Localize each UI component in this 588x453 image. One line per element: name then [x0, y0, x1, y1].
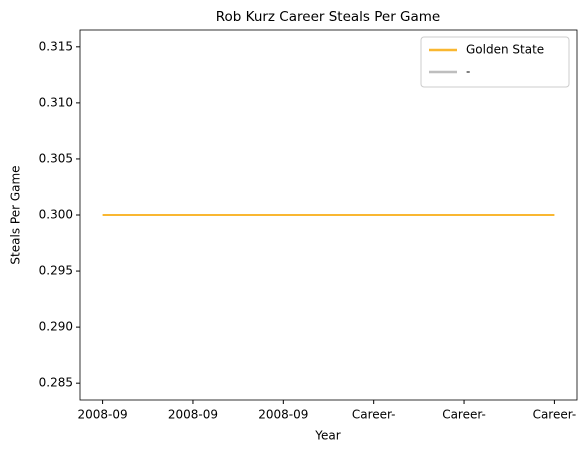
- x-tick-label: 2008-09: [258, 408, 308, 422]
- legend-box: [420, 36, 570, 88]
- x-tick-label: Career-: [442, 408, 486, 422]
- x-tick-label: 2008-09: [78, 408, 128, 422]
- legend-label: Golden State: [466, 43, 544, 57]
- y-tick-label: 0.305: [39, 151, 73, 165]
- legend-label: -: [466, 65, 470, 79]
- x-tick-label: Career-: [533, 408, 577, 422]
- y-tick-label: 0.315: [39, 39, 73, 53]
- y-tick-label: 0.290: [39, 320, 73, 334]
- y-axis-label: Steals Per Game: [9, 165, 23, 264]
- y-tick-label: 0.310: [39, 95, 73, 109]
- y-tick-label: 0.295: [39, 264, 73, 278]
- x-tick-label: Career-: [352, 408, 396, 422]
- plot-frame: [79, 29, 578, 401]
- y-tick-label: 0.285: [39, 376, 73, 390]
- chart-title: Rob Kurz Career Steals Per Game: [216, 9, 440, 25]
- y-tick-label: 0.300: [39, 208, 73, 222]
- x-tick-label: 2008-09: [168, 408, 218, 422]
- x-axis-label: Year: [314, 429, 340, 443]
